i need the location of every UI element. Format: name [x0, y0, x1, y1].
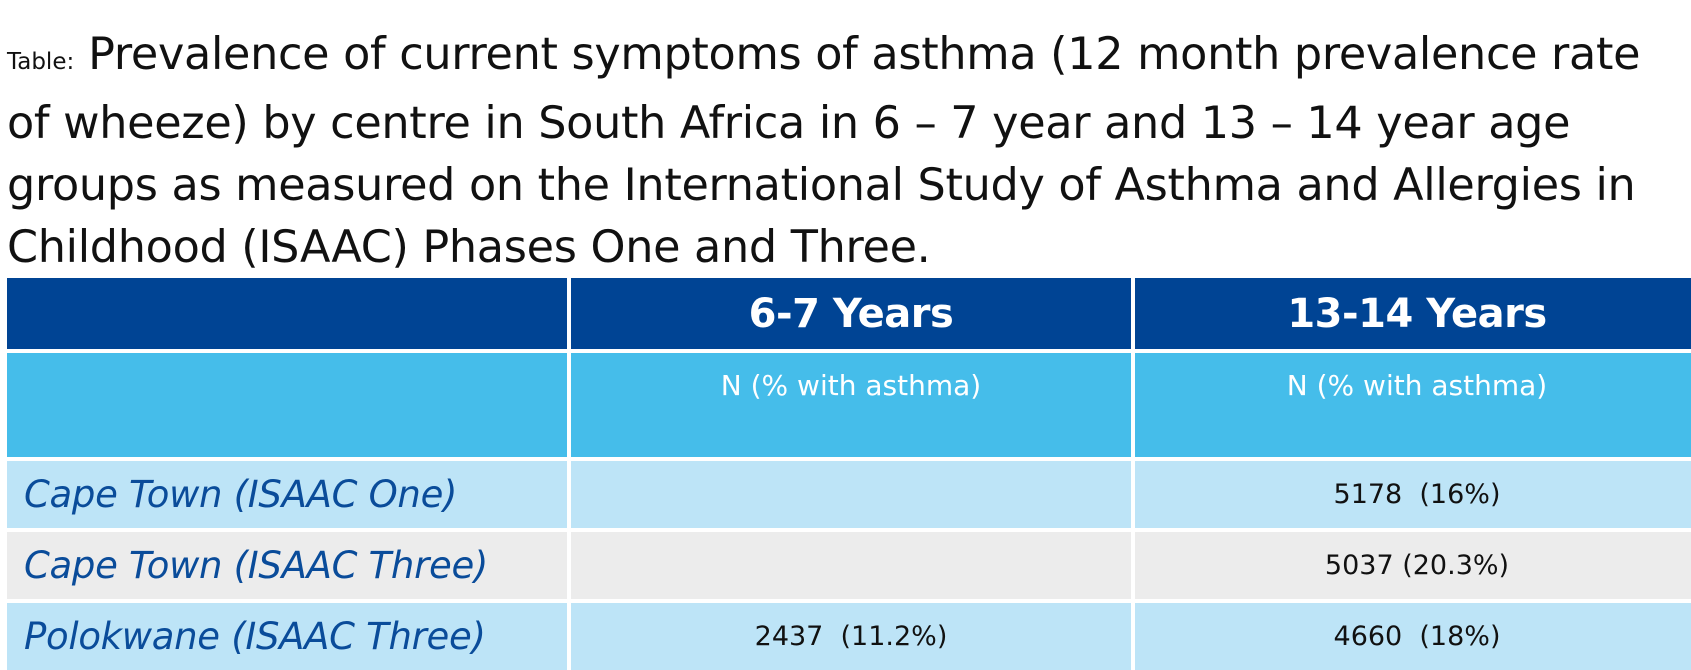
subheader-cell-6-7-years: N (% with asthma)	[571, 353, 1131, 457]
caption-prefix: Table:	[7, 49, 75, 75]
cell-6-7-years: 2437 (11.2%)	[571, 603, 1131, 670]
asthma-prevalence-table: 6-7 Years 13-14 Years N (% with asthma) …	[7, 278, 1691, 670]
cell-13-14-years: 5037 (20.3%)	[1135, 532, 1691, 599]
header-cell-empty	[7, 278, 567, 349]
row-label: Cape Town (ISAAC One)	[7, 461, 567, 528]
subheader-cell-13-14-years: N (% with asthma)	[1135, 353, 1691, 457]
cell-13-14-years: 4660 (18%)	[1135, 603, 1691, 670]
header-cell-6-7-years: 6-7 Years	[571, 278, 1131, 349]
row-label: Cape Town (ISAAC Three)	[7, 532, 567, 599]
subheader-cell-empty	[7, 353, 567, 457]
cell-6-7-years	[571, 461, 1131, 528]
cell-13-14-years: 5178 (16%)	[1135, 461, 1691, 528]
header-cell-13-14-years: 13-14 Years	[1135, 278, 1691, 349]
cell-6-7-years	[571, 532, 1131, 599]
caption-text: Prevalence of current symptoms of asthma…	[7, 29, 1641, 273]
table-caption: Table: Prevalence of current symptoms of…	[7, 24, 1687, 279]
row-label: Polokwane (ISAAC Three)	[7, 603, 567, 670]
